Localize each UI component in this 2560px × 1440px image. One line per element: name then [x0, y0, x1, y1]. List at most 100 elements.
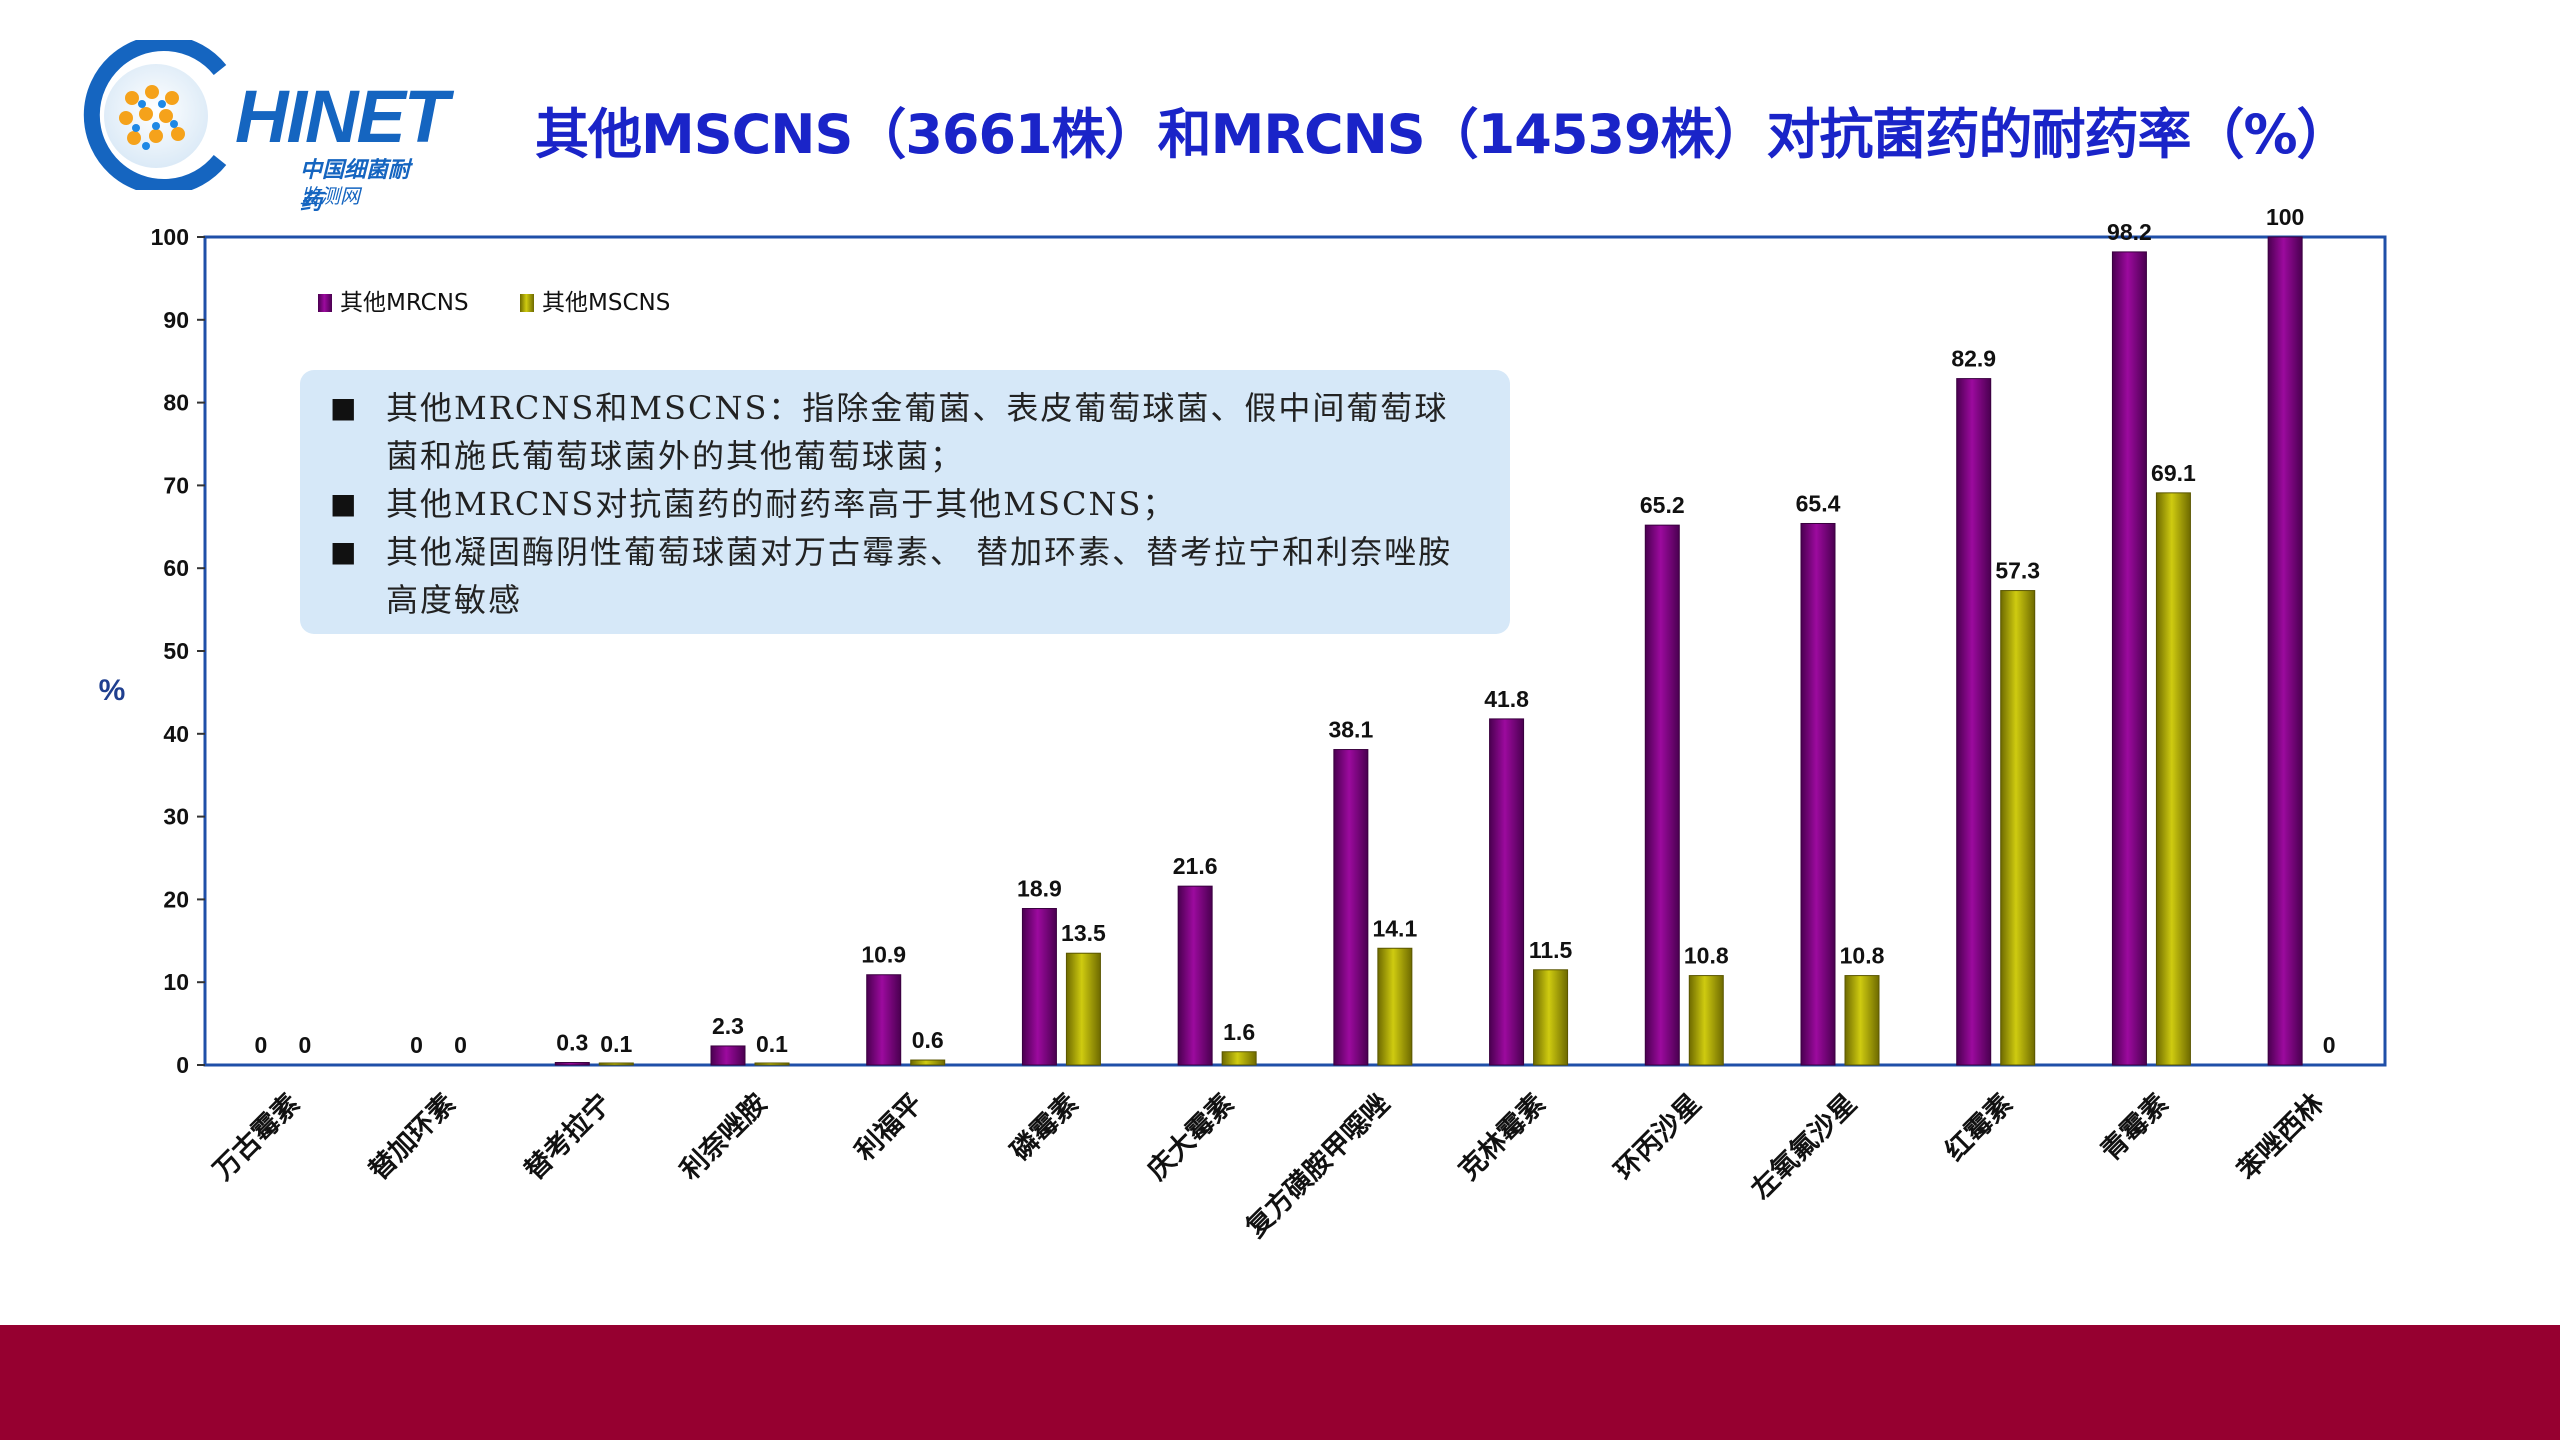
category-label: 替考拉宁 [518, 1087, 617, 1186]
data-label: 38.1 [1328, 717, 1373, 743]
data-label: 100 [2266, 204, 2304, 230]
data-label: 10.8 [1684, 943, 1729, 969]
category-label: 环丙沙星 [1609, 1088, 1707, 1186]
data-label: 10.9 [861, 942, 906, 968]
bar-mrcns [1177, 885, 1213, 1066]
note-item: ■ 其他MRCNS对抗菌药的耐药率高于其他MSCNS； [330, 480, 1480, 528]
data-label: 0 [454, 1032, 467, 1058]
bar-mrcns [1489, 718, 1525, 1066]
bar-chart: 0 10 20 30 40 50 60 70 80 90 100% 0 0 万古霉素 0 0 替加环素 0.3 0.… [99, 204, 2387, 1244]
data-label: 98.2 [2107, 219, 2152, 245]
category-label: 青霉素 [2095, 1088, 2174, 1167]
y-tick-label: 30 [163, 804, 189, 830]
data-label: 69.1 [2151, 460, 2196, 486]
data-label: 41.8 [1484, 686, 1529, 712]
data-label: 1.6 [1223, 1019, 1255, 1045]
y-tick-label: 0 [176, 1052, 189, 1078]
category-label: 磷霉素 [1005, 1088, 1084, 1167]
bar-mrcns [1644, 524, 1680, 1066]
bar-mrcns [1333, 749, 1369, 1066]
data-label: 65.4 [1796, 490, 1841, 516]
logo-subtitle-2: 监测网 [300, 184, 360, 208]
note-text: 其他MRCNS对抗菌药的耐药率高于其他MSCNS； [386, 485, 1177, 523]
bullet-icon: ■ [330, 391, 359, 424]
y-tick-label: 40 [163, 721, 189, 747]
bar-mscns [754, 1062, 790, 1066]
logo: HINET 中国细菌耐药 监测网 [70, 40, 449, 215]
data-label: 0 [254, 1032, 267, 1058]
y-tick-label: 100 [151, 224, 189, 250]
bar-mrcns [554, 1062, 590, 1066]
info-box: ■ 其他MRCNS和MSCNS：指除金葡菌、表皮葡萄球菌、假中间葡萄球菌和施氏葡… [300, 370, 1510, 634]
y-tick-label: 50 [163, 638, 189, 664]
category-label: 万古霉素 [208, 1088, 306, 1186]
bar-mscns [598, 1062, 634, 1066]
bar-mscns [1688, 975, 1724, 1066]
bar-mrcns [866, 974, 902, 1066]
category-label: 利奈唑胺 [675, 1088, 773, 1186]
globe-logo-icon [83, 40, 227, 190]
category-label: 利福平 [849, 1088, 928, 1167]
page-title: 其他MSCNS（3661株）和MRCNS（14539株）对抗菌药的耐药率（%） [535, 103, 2351, 166]
legend-label: 其他MRCNS [340, 290, 469, 316]
data-label: 2.3 [712, 1013, 744, 1039]
category-label: 克林霉素 [1453, 1087, 1552, 1186]
bar-mscns [1377, 947, 1413, 1066]
bar-mscns [1533, 969, 1569, 1066]
bar-mrcns [1800, 522, 1836, 1066]
y-tick-label: 20 [163, 886, 189, 912]
data-label: 0 [410, 1032, 423, 1058]
data-label: 0.1 [756, 1031, 788, 1057]
category-label: 替加环素 [363, 1088, 461, 1186]
note-text: 其他凝固酶阴性葡萄球菌对万古霉素、 替加环素、替考拉宁和利奈唑胺高度敏感 [386, 533, 1453, 619]
logo-subtitle: 中国细菌耐药 [300, 158, 411, 215]
footer-band [0, 1325, 2560, 1440]
y-tick-label: 70 [163, 472, 189, 498]
bar-mrcns [2267, 236, 2303, 1066]
legend-swatch-mrcns [318, 294, 332, 312]
category-label: 庆大霉素 [1141, 1087, 1240, 1186]
bar-mscns [1221, 1051, 1257, 1066]
data-label: 57.3 [1995, 558, 2040, 584]
data-label: 0 [2323, 1032, 2336, 1058]
bar-mrcns [710, 1045, 746, 1066]
bar-mscns [1844, 975, 1880, 1066]
data-label: 10.8 [1840, 943, 1885, 969]
data-label: 65.2 [1640, 492, 1685, 518]
y-tick-label: 10 [163, 969, 189, 995]
data-label: 13.5 [1061, 920, 1106, 946]
bar-mscns [910, 1059, 946, 1066]
note-item: ■ 其他MRCNS和MSCNS：指除金葡菌、表皮葡萄球菌、假中间葡萄球菌和施氏葡… [330, 384, 1480, 480]
data-label: 14.1 [1372, 915, 1417, 941]
y-tick-label: 80 [163, 390, 189, 416]
y-tick-label: 90 [163, 307, 189, 333]
bar-mrcns [1956, 378, 1992, 1066]
plot-frame [203, 235, 2387, 1067]
bar-mscns [2155, 492, 2191, 1066]
logo-brand-text: HINET [235, 75, 449, 158]
data-label: 11.5 [1529, 937, 1573, 963]
bullet-icon: ■ [330, 535, 359, 568]
data-label: 82.9 [1951, 346, 1996, 372]
category-label: 复方磺胺甲噁唑 [1240, 1087, 1396, 1243]
note-text: 其他MRCNS和MSCNS：指除金葡菌、表皮葡萄球菌、假中间葡萄球菌和施氏葡萄球… [386, 389, 1449, 475]
bar-mscns [1065, 952, 1101, 1066]
legend-swatch-mscns [520, 294, 534, 312]
y-axis-label: % [99, 674, 126, 707]
bar-mrcns [1021, 908, 1057, 1066]
category-label: 红霉素 [1939, 1087, 2019, 1167]
data-label: 18.9 [1017, 876, 1062, 902]
data-label: 0.1 [600, 1031, 632, 1057]
bar-mrcns [2111, 251, 2147, 1066]
data-label: 0 [298, 1032, 311, 1058]
category-label: 苯唑西林 [2231, 1088, 2330, 1187]
data-label: 0.6 [912, 1027, 944, 1053]
bullet-icon: ■ [330, 487, 359, 520]
bar-mscns [2000, 590, 2036, 1066]
data-label: 21.6 [1173, 853, 1218, 879]
y-tick-label: 60 [163, 555, 189, 581]
legend-label: 其他MSCNS [542, 290, 670, 316]
data-label: 0.3 [556, 1030, 588, 1056]
note-item: ■ 其他凝固酶阴性葡萄球菌对万古霉素、 替加环素、替考拉宁和利奈唑胺高度敏感 [330, 528, 1480, 624]
category-label: 左氧氟沙星 [1746, 1088, 1863, 1205]
